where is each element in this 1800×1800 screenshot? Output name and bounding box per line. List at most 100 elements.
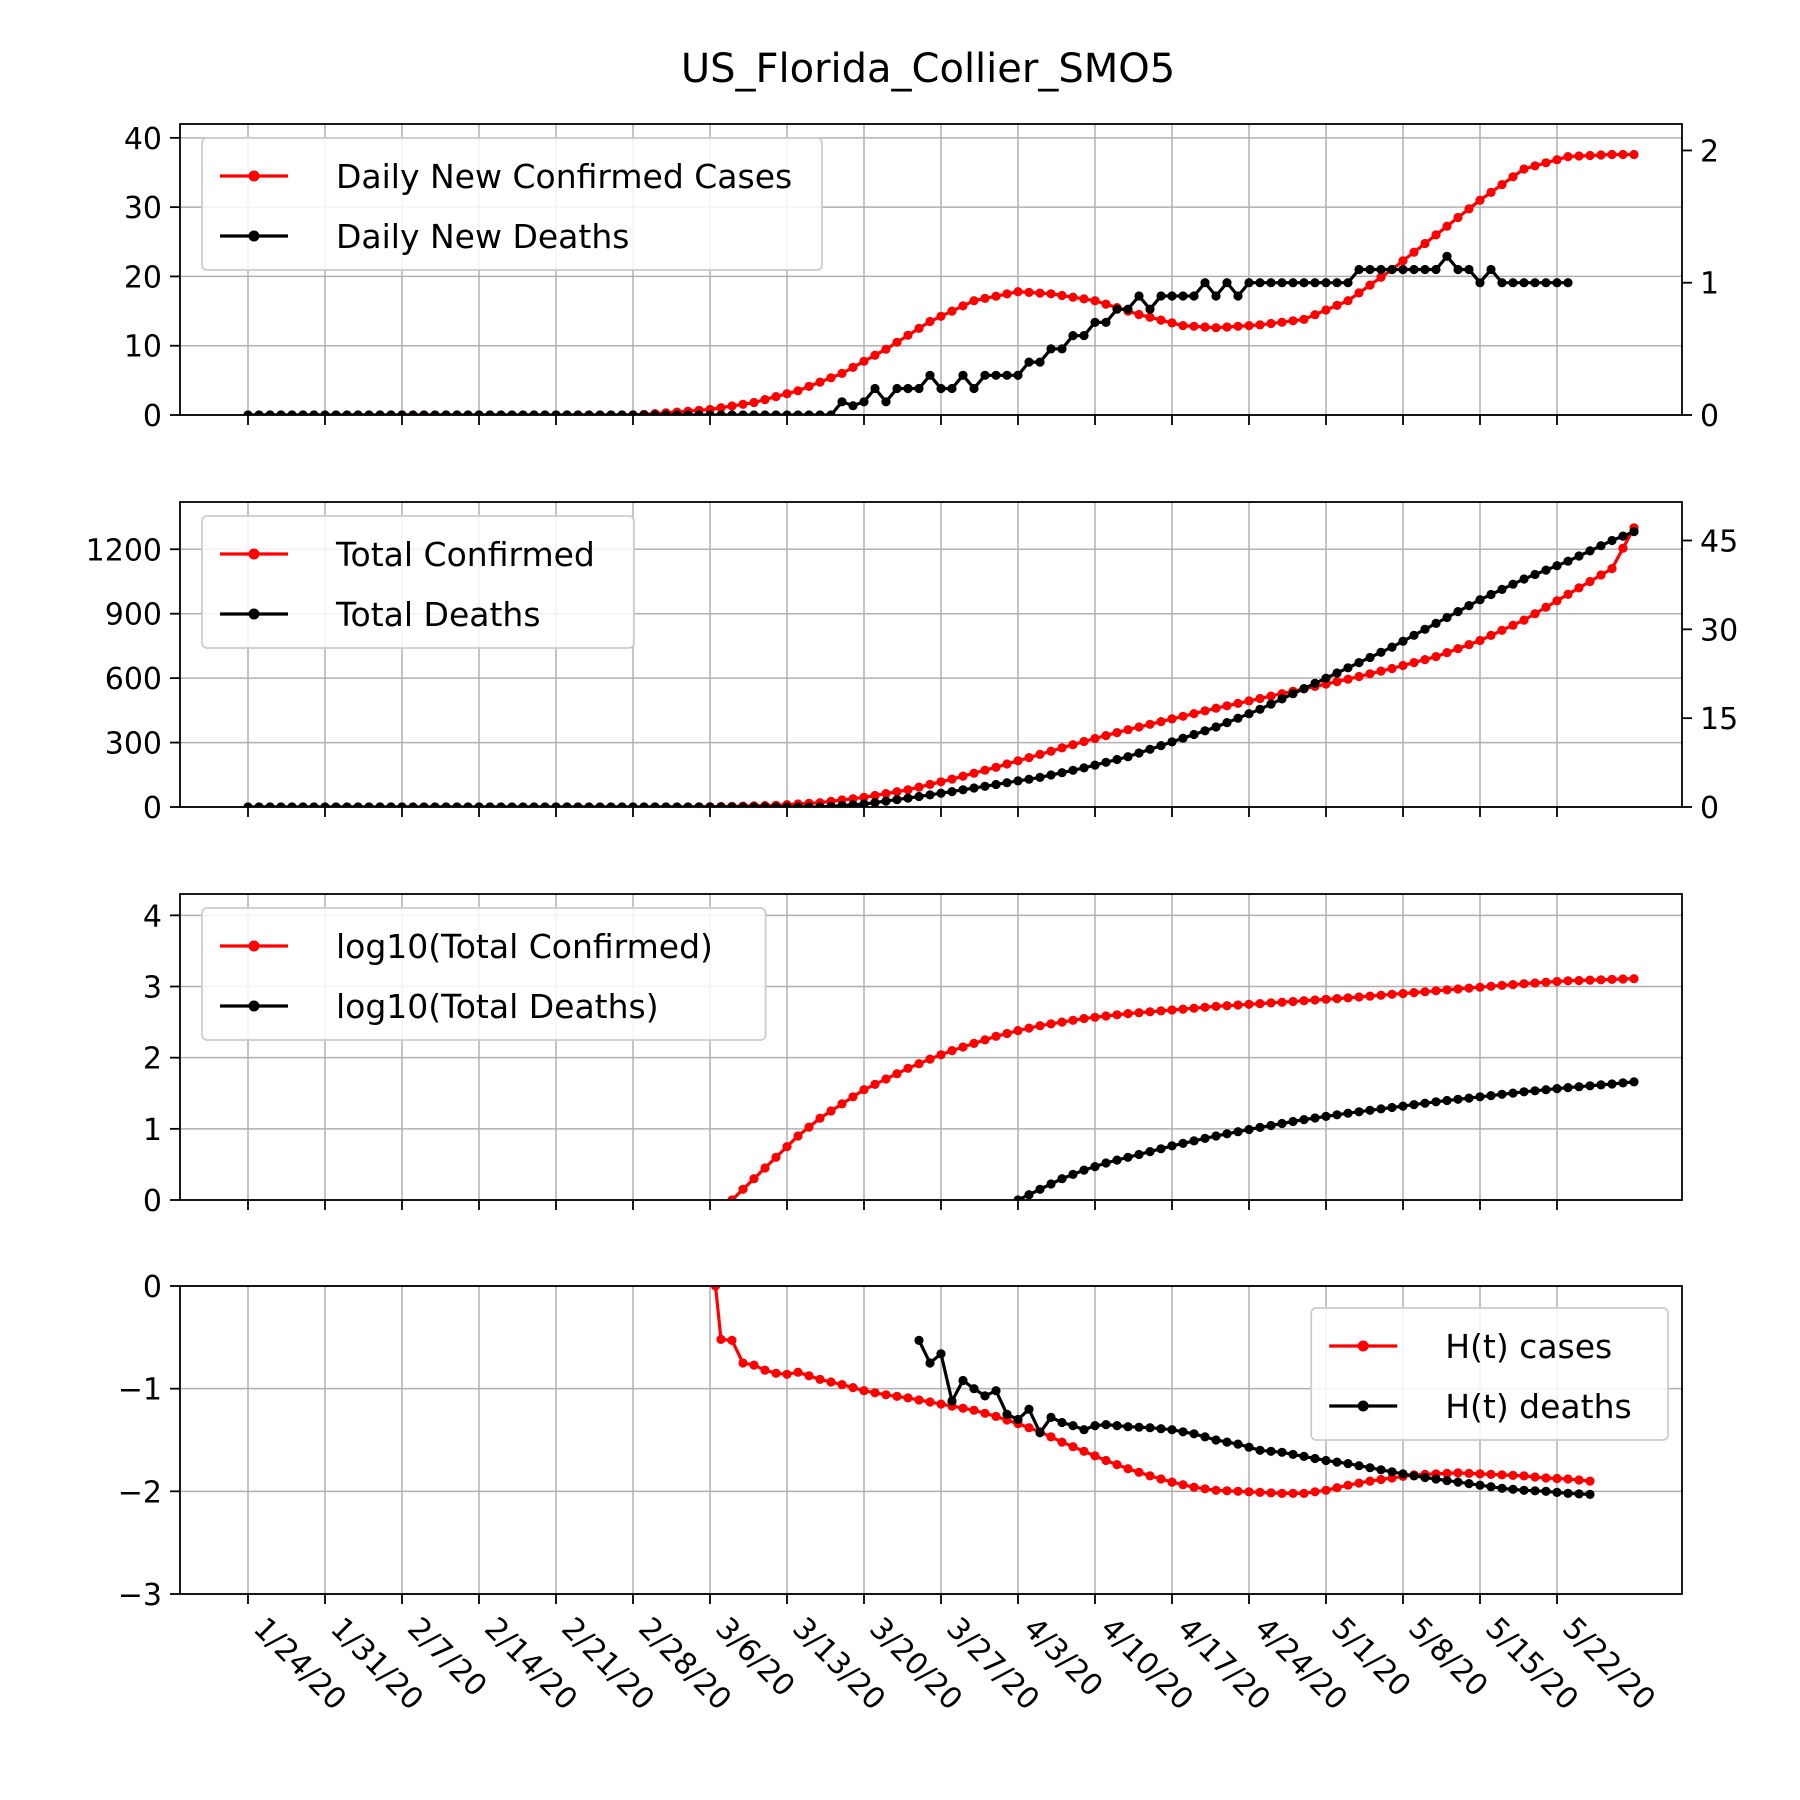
data-point	[980, 294, 989, 303]
data-point	[1508, 278, 1517, 287]
legend: Daily New Confirmed Cases Daily New Death…	[202, 138, 822, 270]
data-point	[1299, 996, 1308, 1005]
y-tick-label: 300	[105, 727, 162, 762]
data-point	[1255, 1123, 1264, 1132]
data-point	[1618, 532, 1627, 541]
data-point	[1013, 1026, 1022, 1035]
data-point	[1420, 265, 1429, 274]
data-point	[1145, 313, 1154, 322]
data-point	[1409, 631, 1418, 640]
data-point	[1519, 1471, 1528, 1480]
legend-marker	[249, 1001, 260, 1012]
data-point	[870, 1080, 879, 1089]
data-point	[1266, 700, 1275, 709]
data-point	[1354, 658, 1363, 667]
data-point	[1365, 653, 1374, 662]
y-tick-label: 0	[143, 1270, 162, 1305]
data-point	[1365, 1463, 1374, 1472]
data-point	[1629, 150, 1638, 159]
data-point	[1134, 310, 1143, 319]
data-point	[1343, 296, 1352, 305]
data-point	[1211, 704, 1220, 713]
data-point	[1035, 358, 1044, 367]
data-point	[1244, 1000, 1253, 1009]
data-point	[1046, 289, 1055, 298]
data-point	[1376, 1104, 1385, 1113]
data-point	[1013, 756, 1022, 765]
y-tick-label: −2	[118, 1475, 162, 1510]
data-point	[1398, 989, 1407, 998]
data-point	[1464, 204, 1473, 213]
data-point	[1090, 296, 1099, 305]
data-point	[848, 401, 857, 410]
data-point	[1585, 546, 1594, 555]
data-point	[892, 384, 901, 393]
legend: log10(Total Confirmed)log10(Total Deaths…	[202, 908, 766, 1040]
data-point	[1167, 714, 1176, 723]
data-point	[1101, 1158, 1110, 1167]
data-point	[1618, 1078, 1627, 1087]
data-point	[1156, 1144, 1165, 1153]
data-point	[1310, 1113, 1319, 1122]
data-point	[1519, 278, 1528, 287]
data-point	[1332, 1458, 1341, 1467]
data-point	[1079, 1166, 1088, 1175]
legend-marker	[249, 171, 260, 182]
data-point	[1497, 278, 1506, 287]
data-point	[1046, 747, 1055, 756]
data-point	[1189, 1004, 1198, 1013]
data-point	[1035, 1185, 1044, 1194]
data-point	[1475, 1481, 1484, 1490]
data-point	[1277, 1119, 1286, 1128]
data-point	[870, 798, 879, 807]
data-point	[1497, 626, 1506, 635]
data-point	[947, 775, 956, 784]
data-point	[925, 1055, 934, 1064]
data-point	[837, 1380, 846, 1389]
y-right-tick-label: 0	[1700, 791, 1719, 826]
data-point	[892, 795, 901, 804]
data-point	[1134, 1150, 1143, 1159]
data-point	[1387, 664, 1396, 673]
data-point	[1552, 596, 1561, 605]
data-point	[1519, 574, 1528, 583]
data-point	[947, 307, 956, 316]
data-point	[1244, 1125, 1253, 1134]
data-point	[870, 1388, 879, 1397]
data-point	[1057, 291, 1066, 300]
data-point	[1497, 1090, 1506, 1099]
data-point	[914, 1059, 923, 1068]
data-point	[903, 384, 912, 393]
data-point	[1068, 1016, 1077, 1025]
data-point	[1233, 322, 1242, 331]
panel-totals: 030060090012000153045Total ConfirmedTota…	[86, 502, 1739, 826]
data-point	[1420, 655, 1429, 664]
panel-daily: 010203040012Daily New Confirmed CasesDai…	[124, 122, 1719, 434]
data-point	[1024, 1423, 1033, 1432]
data-point	[1563, 1474, 1572, 1483]
panel-log: 0 1 2 3 4 log10(Total Confirmed) log10(Total D…	[143, 894, 1682, 1219]
data-point	[848, 363, 857, 372]
data-point	[1277, 694, 1286, 703]
data-point	[1035, 1021, 1044, 1030]
legend-marker	[1358, 1341, 1369, 1352]
data-point	[1321, 278, 1330, 287]
data-point	[1541, 278, 1550, 287]
y-right-tick-label: 1	[1700, 267, 1719, 302]
data-point	[1244, 1443, 1253, 1452]
data-point	[1200, 322, 1209, 331]
data-point	[1497, 981, 1506, 990]
data-point	[1332, 668, 1341, 677]
data-point	[892, 1069, 901, 1078]
data-point	[1486, 590, 1495, 599]
data-point	[903, 1064, 912, 1073]
data-point	[1112, 1010, 1121, 1019]
y-tick-label: 2	[143, 1042, 162, 1077]
data-point	[771, 1153, 780, 1162]
x-tick-label: 5/8/20	[1401, 1611, 1494, 1704]
data-point	[1453, 1478, 1462, 1487]
data-point	[1530, 1086, 1539, 1095]
data-point	[958, 772, 967, 781]
data-point	[837, 397, 846, 406]
data-point	[1354, 672, 1363, 681]
